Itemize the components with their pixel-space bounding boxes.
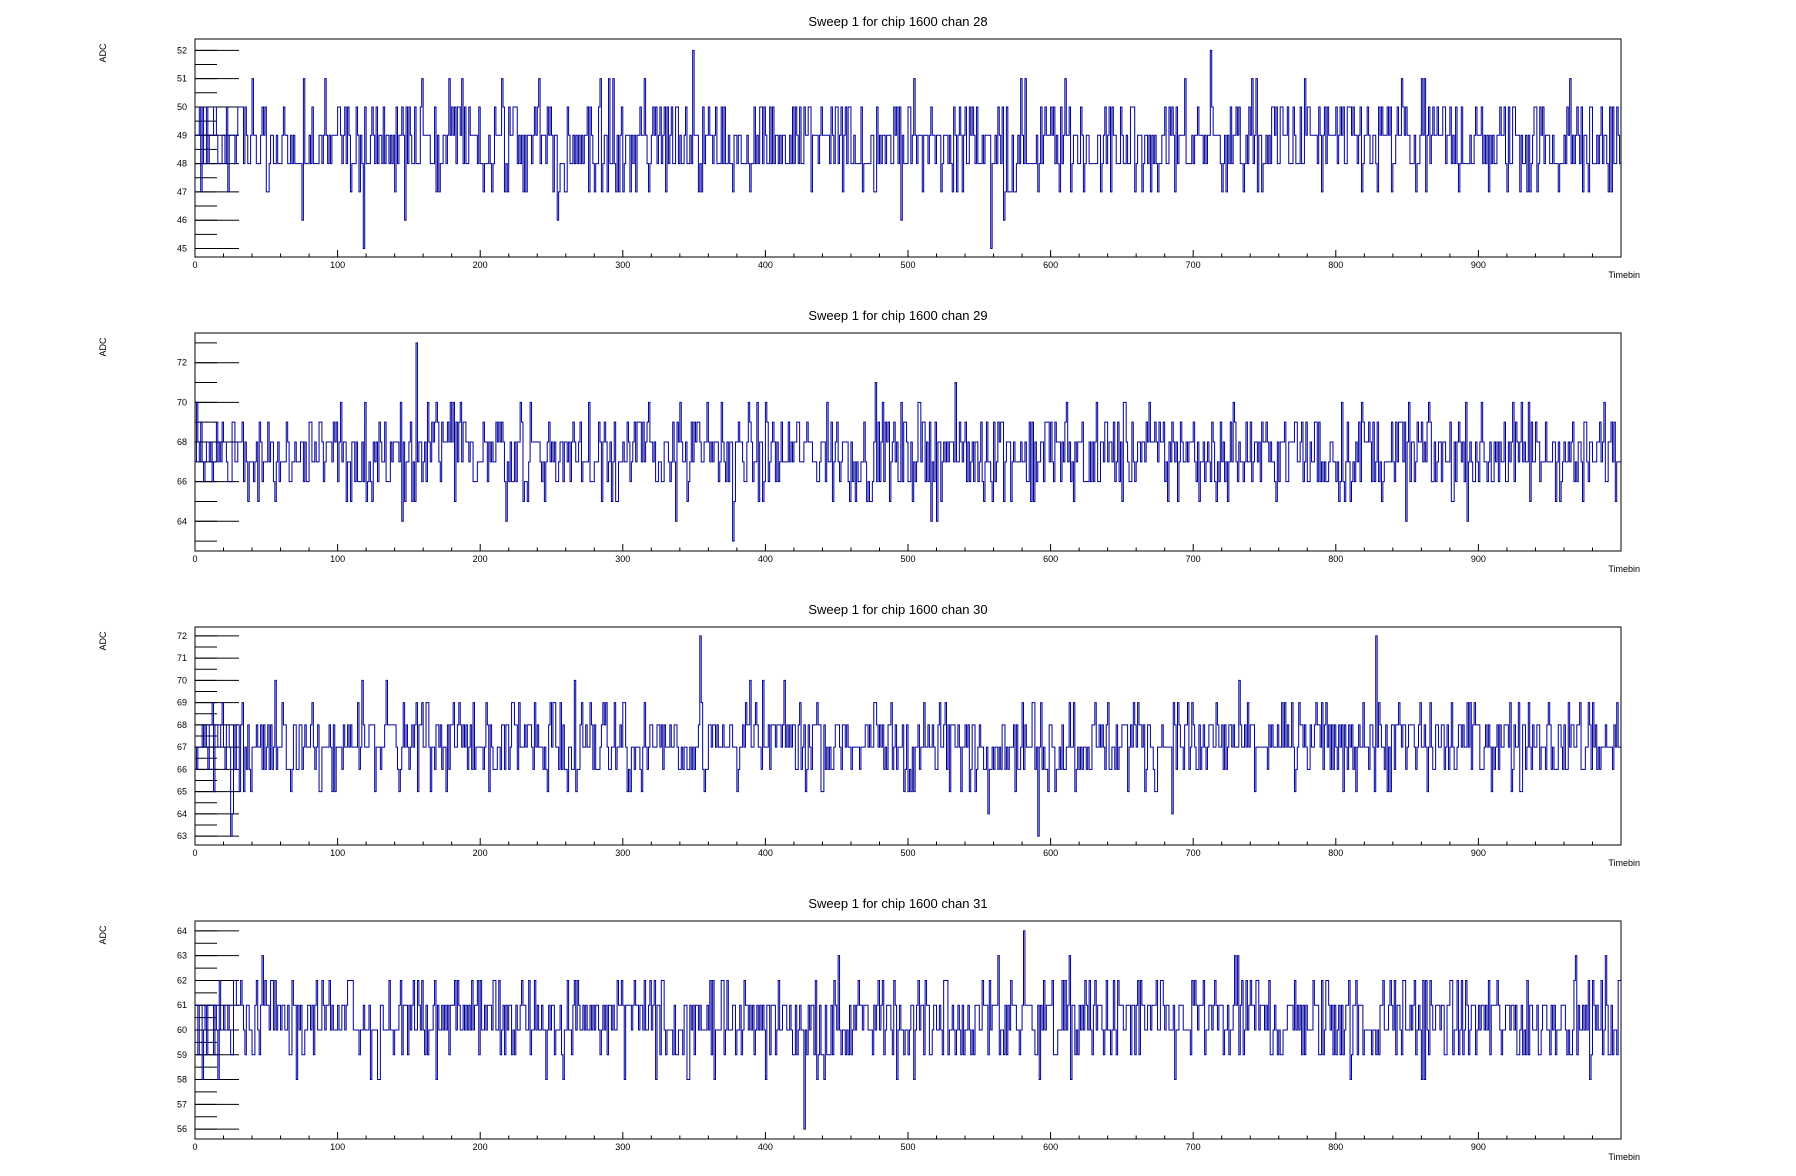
x-tick-label: 0 bbox=[192, 1142, 197, 1152]
x-tick-label: 300 bbox=[615, 1142, 630, 1152]
series-line bbox=[195, 342, 1621, 542]
chart-panel-chan-28: Sweep 1 for chip 1600 chan 28 ADC Timebi… bbox=[0, 0, 1796, 294]
y-tick-label: 48 bbox=[177, 159, 187, 169]
y-tick-label: 72 bbox=[177, 631, 187, 641]
x-axis-label: Timebin bbox=[1608, 1152, 1640, 1162]
x-tick-label: 600 bbox=[1043, 260, 1058, 270]
y-tick-label: 62 bbox=[177, 975, 187, 985]
x-tick-label: 100 bbox=[330, 554, 345, 564]
x-tick-label: 300 bbox=[615, 848, 630, 858]
x-tick-label: 800 bbox=[1328, 260, 1343, 270]
y-tick-label: 72 bbox=[177, 358, 187, 368]
x-axis-label: Timebin bbox=[1608, 858, 1640, 868]
y-tick-label: 68 bbox=[177, 437, 187, 447]
y-tick-label: 61 bbox=[177, 1000, 187, 1010]
x-axis-label: Timebin bbox=[1608, 270, 1640, 280]
plot-area: 0 100 200 300 400 500 600 700 800 900 56 57 58 59 60 61… bbox=[177, 920, 1622, 1152]
x-tick-label: 400 bbox=[758, 554, 773, 564]
x-tick-label: 700 bbox=[1186, 848, 1201, 858]
x-tick-label: 900 bbox=[1471, 848, 1486, 858]
plot-area: 0 100 200 300 400 500 600 700 800 900 64 66 68 70 72 bbox=[177, 332, 1622, 564]
y-tick-label: 58 bbox=[177, 1075, 187, 1085]
y-tick-label: 60 bbox=[177, 1025, 187, 1035]
series-line bbox=[195, 49, 1621, 250]
chart-panel-chan-31: Sweep 1 for chip 1600 chan 31 ADC Timebi… bbox=[0, 882, 1796, 1176]
x-tick-label: 0 bbox=[192, 848, 197, 858]
chart-title: Sweep 1 for chip 1600 chan 28 bbox=[808, 14, 988, 29]
y-tick-label: 51 bbox=[177, 74, 187, 84]
x-tick-label: 0 bbox=[192, 554, 197, 564]
chart-title: Sweep 1 for chip 1600 chan 30 bbox=[808, 602, 988, 617]
y-tick-label: 56 bbox=[177, 1124, 187, 1134]
y-tick-label: 64 bbox=[177, 809, 187, 819]
x-tick-label: 100 bbox=[330, 848, 345, 858]
y-tick-label: 63 bbox=[177, 951, 187, 961]
y-tick-label: 45 bbox=[177, 244, 187, 254]
plot-area: 0 100 200 300 400 500 600 700 800 900 63 64 65 66 67 68… bbox=[177, 626, 1622, 858]
y-tick-label: 66 bbox=[177, 477, 187, 487]
y-tick-label: 63 bbox=[177, 831, 187, 841]
x-tick-label: 0 bbox=[192, 260, 197, 270]
series-line bbox=[195, 635, 1621, 837]
x-tick-label: 100 bbox=[330, 260, 345, 270]
chart-title: Sweep 1 for chip 1600 chan 31 bbox=[808, 896, 988, 911]
chart-title: Sweep 1 for chip 1600 chan 29 bbox=[808, 308, 988, 323]
y-tick-label: 46 bbox=[177, 215, 187, 225]
y-tick-label: 66 bbox=[177, 764, 187, 774]
x-tick-label: 500 bbox=[900, 554, 915, 564]
y-tick-label: 70 bbox=[177, 397, 187, 407]
x-tick-label: 900 bbox=[1471, 1142, 1486, 1152]
x-tick-label: 200 bbox=[473, 554, 488, 564]
x-tick-label: 400 bbox=[758, 260, 773, 270]
x-tick-label: 400 bbox=[758, 1142, 773, 1152]
x-tick-label: 800 bbox=[1328, 1142, 1343, 1152]
x-tick-label: 700 bbox=[1186, 1142, 1201, 1152]
chart-panel-chan-29: Sweep 1 for chip 1600 chan 29 ADC Timebi… bbox=[0, 294, 1796, 588]
y-tick-label: 70 bbox=[177, 675, 187, 685]
x-tick-label: 700 bbox=[1186, 554, 1201, 564]
x-tick-label: 600 bbox=[1043, 848, 1058, 858]
y-tick-label: 64 bbox=[177, 926, 187, 936]
plot-area: 0 100 200 300 400 500 600 700 800 900 45 46 47 48 49 50… bbox=[177, 38, 1622, 270]
x-tick-label: 600 bbox=[1043, 554, 1058, 564]
y-tick-label: 64 bbox=[177, 516, 187, 526]
x-tick-label: 900 bbox=[1471, 554, 1486, 564]
x-tick-label: 400 bbox=[758, 848, 773, 858]
x-tick-label: 500 bbox=[900, 260, 915, 270]
x-axis-label: Timebin bbox=[1608, 564, 1640, 574]
x-tick-label: 500 bbox=[900, 1142, 915, 1152]
x-tick-label: 800 bbox=[1328, 554, 1343, 564]
y-tick-label: 50 bbox=[177, 102, 187, 112]
x-tick-label: 500 bbox=[900, 848, 915, 858]
y-tick-label: 57 bbox=[177, 1099, 187, 1109]
y-tick-label: 59 bbox=[177, 1050, 187, 1060]
series-line bbox=[195, 930, 1621, 1130]
x-tick-label: 600 bbox=[1043, 1142, 1058, 1152]
y-tick-label: 67 bbox=[177, 742, 187, 752]
y-tick-label: 69 bbox=[177, 698, 187, 708]
x-tick-label: 700 bbox=[1186, 260, 1201, 270]
x-tick-label: 200 bbox=[473, 848, 488, 858]
y-tick-label: 52 bbox=[177, 45, 187, 55]
y-tick-label: 65 bbox=[177, 787, 187, 797]
x-tick-label: 300 bbox=[615, 554, 630, 564]
y-tick-label: 47 bbox=[177, 187, 187, 197]
x-tick-label: 900 bbox=[1471, 260, 1486, 270]
x-tick-label: 300 bbox=[615, 260, 630, 270]
x-tick-label: 200 bbox=[473, 1142, 488, 1152]
x-tick-label: 800 bbox=[1328, 848, 1343, 858]
y-tick-label: 68 bbox=[177, 720, 187, 730]
x-tick-label: 200 bbox=[473, 260, 488, 270]
y-tick-label: 71 bbox=[177, 653, 187, 663]
x-tick-label: 100 bbox=[330, 1142, 345, 1152]
y-tick-label: 49 bbox=[177, 130, 187, 140]
chart-panel-chan-30: Sweep 1 for chip 1600 chan 30 ADC Timebi… bbox=[0, 588, 1796, 882]
